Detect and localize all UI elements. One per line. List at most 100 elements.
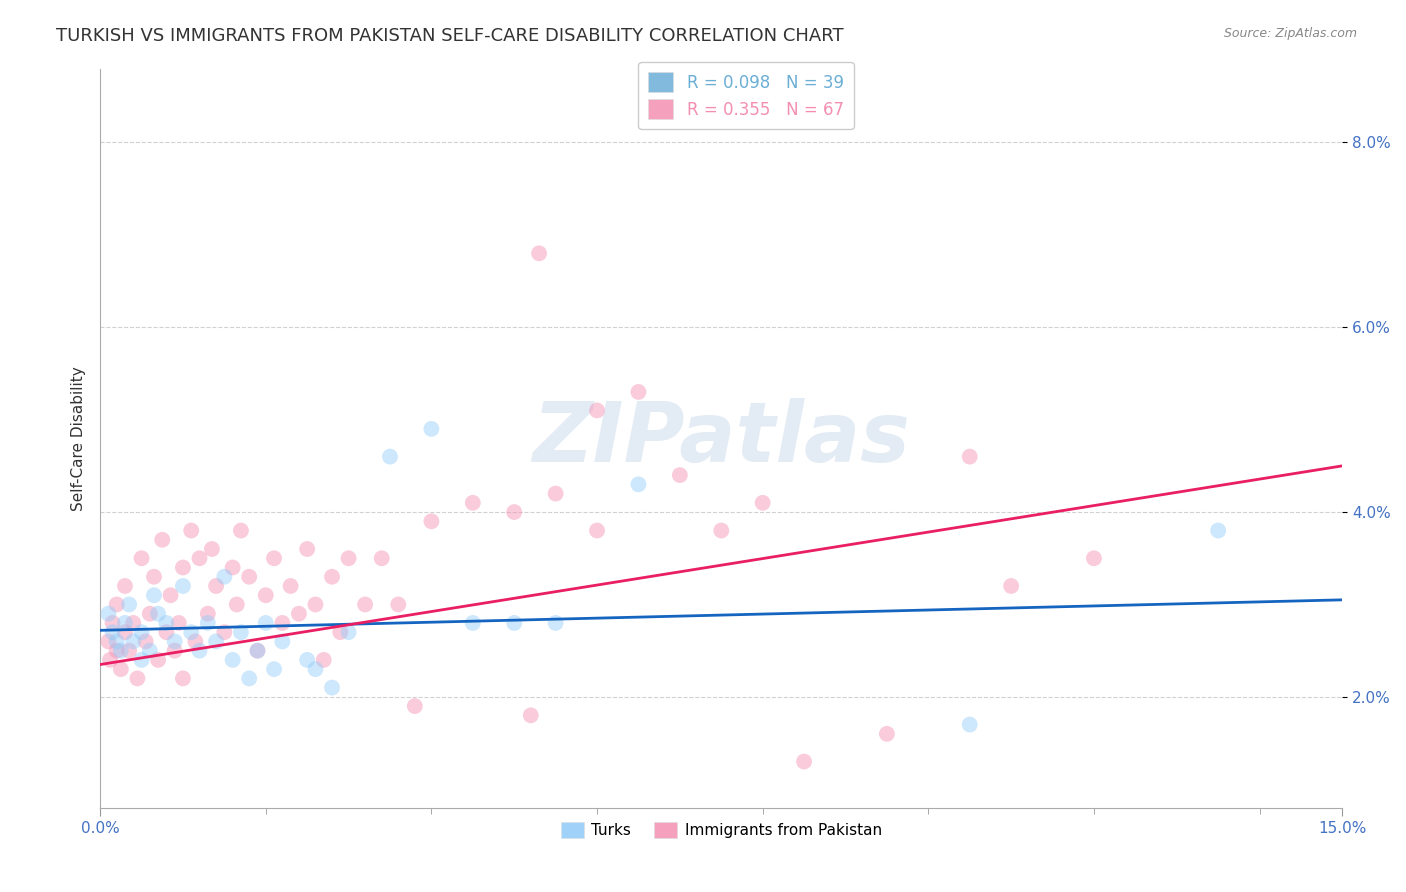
Point	[544, 486, 567, 500]
Point	[312, 653, 335, 667]
Point	[246, 643, 269, 657]
Point	[97, 634, 120, 648]
Point	[159, 588, 181, 602]
Point	[387, 598, 409, 612]
Text: TURKISH VS IMMIGRANTS FROM PAKISTAN SELF-CARE DISABILITY CORRELATION CHART: TURKISH VS IMMIGRANTS FROM PAKISTAN SELF…	[56, 27, 844, 45]
Point	[586, 403, 609, 417]
Point	[101, 625, 124, 640]
Point	[1083, 551, 1105, 566]
Point	[271, 615, 294, 630]
Point	[205, 579, 228, 593]
Point	[167, 615, 190, 630]
Point	[544, 615, 567, 630]
Point	[163, 634, 186, 648]
Point	[155, 615, 177, 630]
Point	[378, 450, 401, 464]
Point	[246, 643, 269, 657]
Point	[669, 468, 692, 483]
Point	[520, 708, 543, 723]
Point	[461, 615, 484, 630]
Point	[751, 496, 773, 510]
Point	[114, 579, 136, 593]
Point	[238, 570, 260, 584]
Point	[184, 634, 207, 648]
Point	[263, 551, 285, 566]
Point	[101, 615, 124, 630]
Point	[295, 541, 318, 556]
Point	[135, 634, 157, 648]
Point	[110, 643, 132, 657]
Point	[229, 625, 252, 640]
Point	[263, 662, 285, 676]
Point	[370, 551, 392, 566]
Point	[527, 246, 550, 260]
Point	[114, 615, 136, 630]
Point	[280, 579, 302, 593]
Point	[627, 477, 650, 491]
Point	[180, 625, 202, 640]
Point	[214, 625, 236, 640]
Point	[354, 598, 377, 612]
Point	[197, 615, 219, 630]
Point	[1206, 524, 1229, 538]
Point	[97, 607, 120, 621]
Point	[118, 598, 141, 612]
Point	[205, 634, 228, 648]
Point	[110, 662, 132, 676]
Point	[321, 681, 343, 695]
Point	[586, 524, 609, 538]
Point	[304, 662, 326, 676]
Point	[188, 643, 211, 657]
Point	[461, 496, 484, 510]
Point	[118, 643, 141, 657]
Y-axis label: Self-Care Disability: Self-Care Disability	[72, 366, 86, 510]
Point	[420, 422, 443, 436]
Point	[105, 598, 128, 612]
Point	[214, 570, 236, 584]
Point	[295, 653, 318, 667]
Point	[155, 625, 177, 640]
Point	[271, 634, 294, 648]
Point	[139, 643, 162, 657]
Point	[172, 560, 194, 574]
Legend: Turks, Immigrants from Pakistan: Turks, Immigrants from Pakistan	[554, 816, 889, 845]
Point	[503, 505, 526, 519]
Point	[959, 450, 981, 464]
Point	[105, 643, 128, 657]
Point	[793, 755, 815, 769]
Point	[710, 524, 733, 538]
Point	[146, 653, 169, 667]
Point	[172, 579, 194, 593]
Point	[254, 615, 277, 630]
Point	[188, 551, 211, 566]
Point	[127, 672, 149, 686]
Point	[131, 551, 153, 566]
Point	[180, 524, 202, 538]
Point	[105, 634, 128, 648]
Point	[131, 625, 153, 640]
Text: Source: ZipAtlas.com: Source: ZipAtlas.com	[1223, 27, 1357, 40]
Point	[337, 625, 360, 640]
Point	[143, 570, 166, 584]
Point	[329, 625, 352, 640]
Point	[627, 384, 650, 399]
Point	[201, 541, 224, 556]
Point	[150, 533, 173, 547]
Point	[503, 615, 526, 630]
Point	[321, 570, 343, 584]
Point	[229, 524, 252, 538]
Point	[197, 607, 219, 621]
Point	[238, 672, 260, 686]
Point	[221, 653, 243, 667]
Point	[876, 727, 898, 741]
Point	[114, 625, 136, 640]
Point	[146, 607, 169, 621]
Point	[221, 560, 243, 574]
Point	[254, 588, 277, 602]
Point	[122, 634, 145, 648]
Point	[304, 598, 326, 612]
Text: ZIPatlas: ZIPatlas	[533, 398, 910, 479]
Point	[1000, 579, 1022, 593]
Point	[163, 643, 186, 657]
Point	[131, 653, 153, 667]
